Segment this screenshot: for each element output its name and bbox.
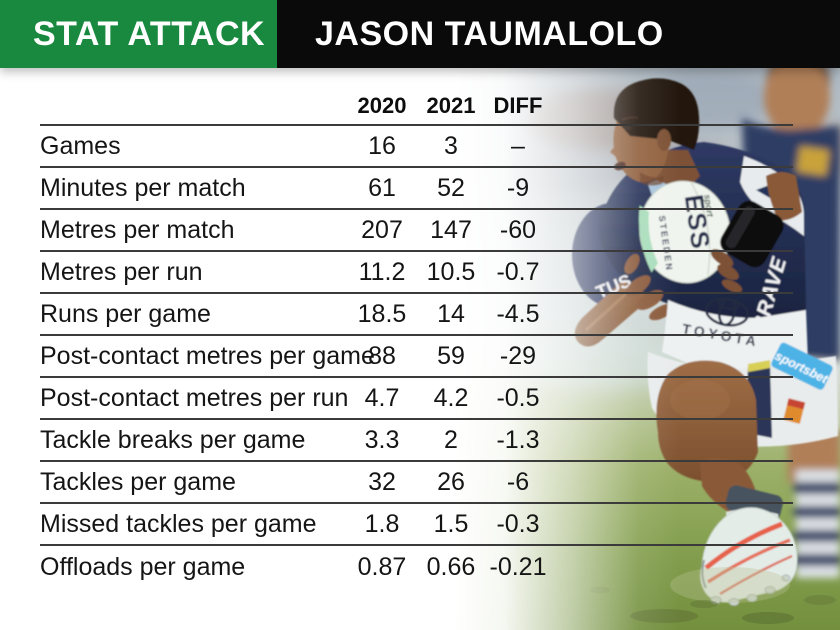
stat-2020: 16: [368, 131, 396, 160]
stat-label: Post-contact metres per run: [40, 383, 349, 412]
header-banner: JASON TAUMALOLO STAT ATTACK: [0, 0, 840, 68]
stat-attack-label: STAT ATTACK: [33, 14, 266, 53]
stats-table: 2020 2021 DIFF Games 16 3 – Minutes per …: [40, 93, 793, 588]
stat-2021: 3: [444, 131, 458, 160]
stat-diff: -1.3: [496, 425, 540, 454]
table-row: Minutes per match 61 52 -9: [40, 168, 793, 210]
stat-2021: 2: [444, 425, 458, 454]
stat-2021: 10.5: [426, 257, 476, 286]
table-row: Games 16 3 –: [40, 126, 793, 168]
table-row: Offloads per game 0.87 0.66 -0.21: [40, 546, 793, 588]
striped-sock: [794, 470, 840, 578]
table-row: Missed tackles per game 1.8 1.5 -0.3: [40, 504, 793, 546]
table-row: Tackles per game 32 26 -6: [40, 462, 793, 504]
stat-diff: -6: [506, 467, 530, 496]
stat-diff: -0.21: [489, 552, 547, 581]
stat-label: Post-contact metres per game: [40, 341, 375, 370]
stat-2020: 1.8: [364, 509, 400, 538]
stat-2021: 1.5: [433, 509, 469, 538]
stat-label: Minutes per match: [40, 173, 246, 202]
stat-label: Missed tackles per game: [40, 509, 317, 538]
stat-2021: 52: [437, 173, 465, 202]
stat-2020: 3.3: [364, 425, 400, 454]
stat-2021: 59: [437, 341, 465, 370]
stat-2020: 32: [368, 467, 396, 496]
stat-label: Games: [40, 131, 121, 160]
stat-diff: –: [511, 131, 525, 160]
stat-attack-badge: STAT ATTACK: [0, 0, 277, 68]
stat-2021: 26: [437, 467, 465, 496]
stat-diff: -4.5: [496, 299, 540, 328]
stat-2020: 4.7: [364, 383, 400, 412]
stat-2021: 14: [437, 299, 465, 328]
stat-2020: 18.5: [357, 299, 407, 328]
table-row: Tackle breaks per game 3.3 2 -1.3: [40, 420, 793, 462]
stat-diff: -29: [499, 341, 537, 370]
stat-label: Metres per run: [40, 257, 203, 286]
stat-2020: 207: [361, 215, 403, 244]
stat-label: Tackle breaks per game: [40, 425, 306, 454]
stat-diff: -60: [499, 215, 537, 244]
stat-label: Runs per game: [40, 299, 211, 328]
stat-diff: -9: [506, 173, 530, 202]
stat-diff: -0.3: [496, 509, 540, 538]
table-row: Post-contact metres per run 4.7 4.2 -0.5: [40, 378, 793, 420]
col-2020: 2020: [357, 93, 407, 118]
stat-2021: 0.66: [426, 552, 476, 581]
stat-label: Offloads per game: [40, 552, 246, 581]
stat-2020: 0.87: [357, 552, 407, 581]
table-row: Metres per match 207 147 -60: [40, 210, 793, 252]
stat-label: Tackles per game: [40, 467, 236, 496]
stat-2020: 61: [368, 173, 396, 202]
table-header-row: 2020 2021 DIFF: [40, 93, 793, 126]
table-row: Runs per game 18.5 14 -4.5: [40, 294, 793, 336]
stat-2020: 88: [368, 341, 396, 370]
stat-label: Metres per match: [40, 215, 235, 244]
stat-diff: -0.7: [496, 257, 540, 286]
col-diff: DIFF: [493, 93, 543, 118]
stat-2021: 4.2: [433, 383, 469, 412]
col-2021: 2021: [426, 93, 476, 118]
table-body: Games 16 3 – Minutes per match 61 52 -9 …: [40, 126, 793, 588]
stat-2021: 147: [430, 215, 472, 244]
player-name-title: JASON TAUMALOLO: [315, 14, 664, 53]
stat-2020: 11.2: [358, 257, 406, 286]
stat-diff: -0.5: [496, 383, 540, 412]
table-row: Metres per run 11.2 10.5 -0.7: [40, 252, 793, 294]
table-row: Post-contact metres per game 88 59 -29: [40, 336, 793, 378]
